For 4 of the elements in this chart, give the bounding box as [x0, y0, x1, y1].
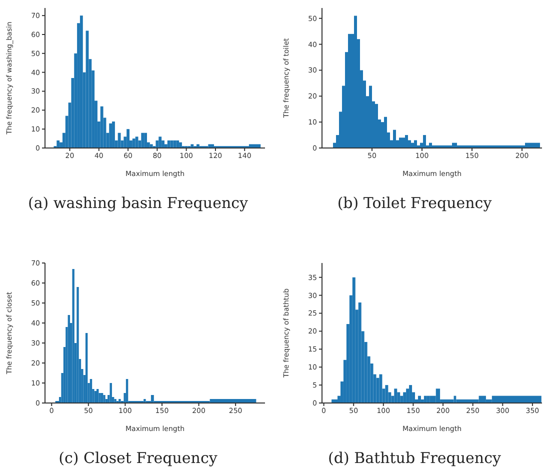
text: (d) Bathtub Frequency: [328, 449, 501, 467]
text: (b) Toilet Frequency: [337, 194, 492, 212]
text: (c) Closet Frequency: [58, 449, 218, 467]
text: (a) washing basin Frequency: [28, 194, 248, 212]
